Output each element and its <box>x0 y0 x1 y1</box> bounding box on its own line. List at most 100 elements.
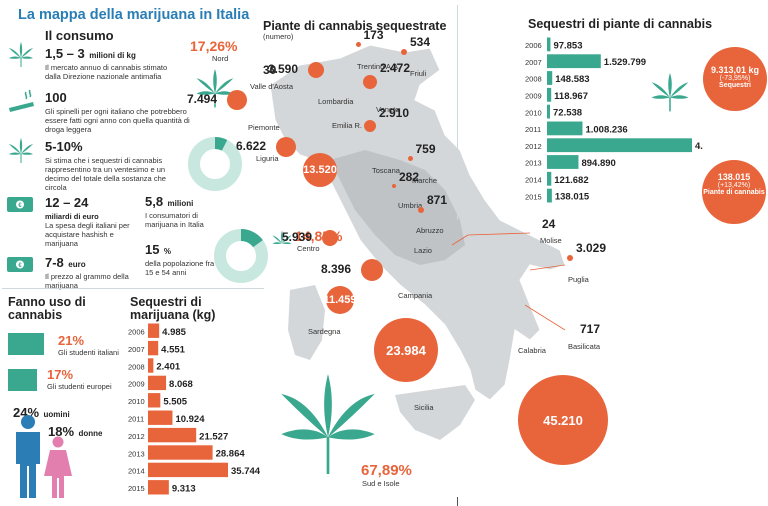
bar-year-label: 2008 <box>525 75 542 84</box>
divider <box>457 5 458 220</box>
bar <box>148 410 173 425</box>
region-name: Calabria <box>518 346 546 355</box>
bar-value-label: 148.583 <box>555 74 589 85</box>
bar-year-label: 2013 <box>525 159 542 168</box>
studenti-europei-bar <box>8 369 37 391</box>
bar-year-label: 2006 <box>128 328 145 337</box>
region-value: 24 <box>542 217 556 231</box>
bar <box>148 340 159 356</box>
region-bubble <box>392 184 396 188</box>
cannabis-leaf-icon <box>196 69 234 108</box>
region-name: Molise <box>540 236 562 245</box>
region-bubble <box>401 49 407 55</box>
bar-value-label: 1.008.236 <box>585 124 627 135</box>
donne-pct: 18% <box>48 424 75 439</box>
consumatori-value: 5,8 <box>145 194 164 209</box>
kg-label: Sequestri <box>719 82 751 89</box>
region-value: 45.210 <box>543 412 583 428</box>
divider <box>457 497 458 506</box>
consumo-value: 1,5 – 3 <box>45 46 85 61</box>
bar-value-label: 894.890 <box>581 158 615 169</box>
bar-year-label: 2011 <box>128 415 144 424</box>
region-name: Trentino A.A. <box>357 62 401 71</box>
consumo-unit: milioni di kg <box>89 51 136 60</box>
bar <box>547 138 692 153</box>
bar <box>148 462 228 478</box>
region-value: 11.459 <box>323 294 357 306</box>
cannabis-leaf-large-icon <box>281 374 375 474</box>
consumo-desc: Il mercato annuo di cannabis stimato dal… <box>45 63 168 81</box>
region-bubble <box>308 62 324 78</box>
bar-year-label: 2012 <box>128 432 145 441</box>
region-name: Puglia <box>568 275 589 284</box>
region-name: Liguria <box>256 154 279 163</box>
popolazione-desc: della popolazione fra i 15 e 54 anni <box>145 259 218 277</box>
region-toscana: 13.520 <box>303 153 337 187</box>
cannabis-leaf-icon <box>272 230 292 244</box>
piante-delta: (+13,42%) <box>717 182 751 189</box>
region-bubble <box>407 155 413 161</box>
region-value: 871 <box>427 193 448 207</box>
bar-year-label: 2014 <box>525 175 542 184</box>
region-sicilia: 23.984 <box>374 318 438 382</box>
map-heading: Piante di cannabis sequestrate <box>263 19 447 33</box>
region-value: 13.520 <box>303 164 337 176</box>
bar <box>547 54 601 69</box>
studenti-italiani-bar <box>8 333 44 355</box>
bar <box>547 37 551 52</box>
bar-value-label: 97.853 <box>553 40 582 51</box>
bar-year-label: 2012 <box>525 142 542 151</box>
region-value: 30 <box>263 63 277 77</box>
chart-marijuana: 2006 4.985 2007 4.551 2008 2.401 2009 8.068 2010… <box>128 323 261 495</box>
region-name: Valle d'Aosta <box>250 82 293 91</box>
region-value: 5.939 <box>282 230 313 244</box>
bar-year-label: 2015 <box>525 192 542 201</box>
divider <box>2 288 264 289</box>
region-calabria: 45.210 <box>518 375 608 465</box>
bar-value-label: 4.122.619 <box>695 141 703 152</box>
chart-marijuana-title: Sequestri di marijuana (kg) <box>130 295 216 322</box>
region-value: 2.472 <box>380 61 411 75</box>
region-value: 534 <box>410 35 431 49</box>
region-name: Toscana <box>372 166 400 175</box>
fanno-uso-heading: Fanno uso di cannabis <box>8 295 86 322</box>
woman-icon <box>44 436 72 498</box>
popolazione-value: 15 <box>145 242 160 257</box>
uomini-label: uomini <box>43 410 70 419</box>
region-value: 759 <box>415 141 436 156</box>
bar <box>148 323 160 338</box>
popolazione-unit: % <box>163 247 172 256</box>
consumo-desc: Il prezzo al grammo della marijuana <box>45 272 129 290</box>
consumo-desc: Gli spinelli per ogni italiano che potre… <box>45 107 190 134</box>
piante-circle: 138.015 (+13,42%) Piante di cannabis <box>702 160 766 224</box>
banknote-icon: € <box>7 257 33 272</box>
region-bubble <box>322 230 338 246</box>
region-bubble <box>363 75 377 89</box>
consumo-value: 12 – 24 <box>45 195 89 210</box>
sud-pct: 67,89% <box>361 462 412 479</box>
bar-value-label: 35.744 <box>231 466 261 477</box>
region-bubble <box>355 41 361 47</box>
region-name: Marche <box>412 176 438 185</box>
banknote-icon: € <box>7 197 33 212</box>
studenti-europei-label: Gli studenti europei <box>47 382 112 391</box>
cannabis-leaf-icon <box>9 42 33 67</box>
consumo-unit: miliardi di euro <box>45 212 99 221</box>
svg-text:€: € <box>18 203 22 209</box>
studenti-italiani-pct: 21% <box>58 333 85 348</box>
donut-5-10 <box>188 137 242 191</box>
consumo-desc: Si stima che i sequestri di cannabis rap… <box>45 156 166 192</box>
sud-label: Sud e Isole <box>362 479 400 488</box>
piante-label: Piante di cannabis <box>703 189 765 196</box>
bar-value-label: 72.538 <box>553 108 582 119</box>
centro-label: Centro <box>297 244 320 253</box>
consumo-value: 5-10% <box>45 139 83 154</box>
region-bubble <box>364 120 376 132</box>
bar <box>148 427 197 443</box>
donut-15 <box>214 229 268 283</box>
region-value: 717 <box>580 322 601 336</box>
bar-value-label: 118.967 <box>554 91 588 102</box>
nord-pct: 17,26% <box>190 38 238 54</box>
bar-year-label: 2010 <box>525 108 542 117</box>
